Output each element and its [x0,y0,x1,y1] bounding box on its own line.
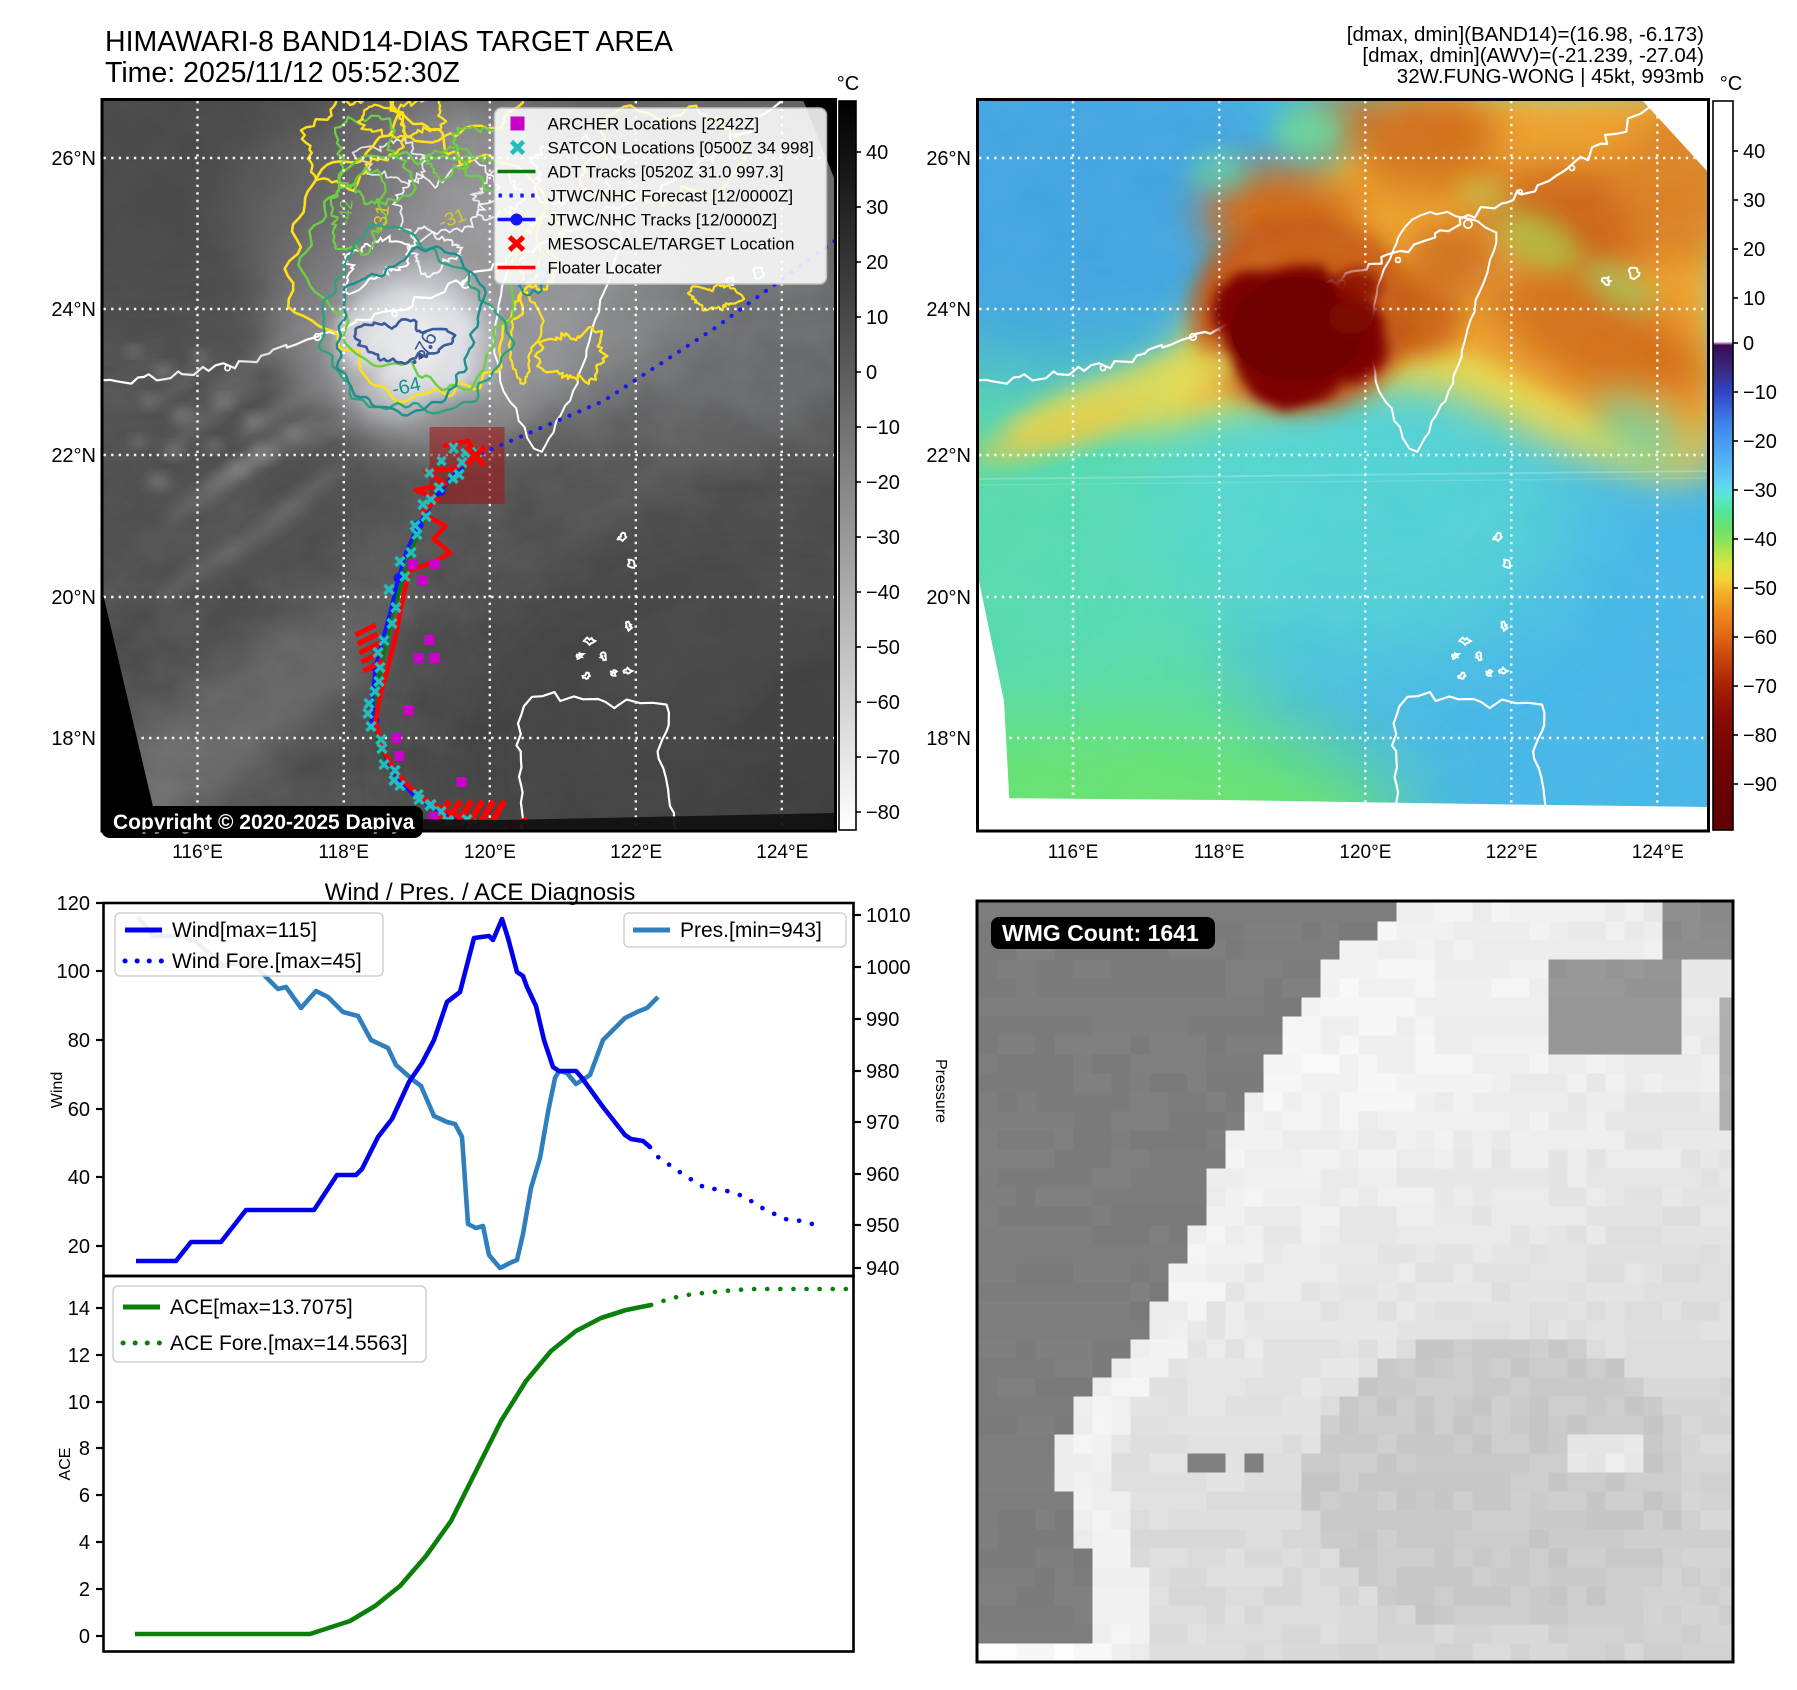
svg-text:-31: -31 [370,204,395,234]
svg-text:26°N: 26°N [51,148,96,170]
svg-text:ACE: ACE [57,1448,74,1481]
svg-text:Pressure: Pressure [932,1059,949,1123]
svg-text:950: 950 [866,1215,899,1237]
svg-text:22°N: 22°N [926,445,971,467]
svg-text:−20: −20 [1743,431,1777,453]
svg-text:ADT Tracks [0520Z 31.0 997.3]: ADT Tracks [0520Z 31.0 997.3] [548,163,784,182]
svg-text:−40: −40 [866,582,900,604]
svg-text:20°N: 20°N [926,587,971,609]
svg-text:120°E: 120°E [1339,842,1391,863]
svg-text:80: 80 [68,1030,90,1052]
svg-text:30: 30 [866,197,888,219]
svg-text:120°E: 120°E [464,842,516,863]
svg-text:122°E: 122°E [1486,842,1538,863]
svg-text:1010: 1010 [866,905,911,927]
svg-text:20: 20 [1743,239,1765,261]
svg-text:HIMAWARI-8 BAND14-DIAS TARGET: HIMAWARI-8 BAND14-DIAS TARGET AREA [105,26,673,58]
svg-text:40: 40 [866,142,888,164]
svg-text:124°E: 124°E [1632,842,1684,863]
svg-text:20°N: 20°N [51,587,96,609]
svg-text:−40: −40 [1743,529,1777,551]
svg-text:−20: −20 [866,472,900,494]
svg-text:MESOSCALE/TARGET Location: MESOSCALE/TARGET Location [548,235,795,254]
svg-text:Wind Fore.[max=45]: Wind Fore.[max=45] [172,950,362,973]
svg-text:JTWC/NHC Forecast [12/0000Z]: JTWC/NHC Forecast [12/0000Z] [548,187,794,206]
svg-text:116°E: 116°E [1048,842,1099,863]
svg-text:°C: °C [1720,73,1742,95]
svg-text:SATCON Locations [0500Z 34 998: SATCON Locations [0500Z 34 998] [548,139,814,158]
svg-text:8: 8 [79,1438,90,1460]
svg-text:124°E: 124°E [756,842,808,863]
svg-text:970: 970 [866,1112,899,1134]
svg-text:Pres.[min=943]: Pres.[min=943] [680,919,822,942]
svg-text:[dmax, dmin](BAND14)=(16.98, -: [dmax, dmin](BAND14)=(16.98, -6.173) [1347,23,1704,46]
svg-text:−70: −70 [1743,676,1777,698]
svg-text:−60: −60 [1743,627,1777,649]
svg-text:60: 60 [68,1099,90,1121]
svg-text:−30: −30 [866,527,900,549]
svg-text:JTWC/NHC Tracks [12/0000Z]: JTWC/NHC Tracks [12/0000Z] [548,211,778,230]
svg-text:°C: °C [837,73,859,95]
svg-text:−90: −90 [1743,774,1777,796]
svg-text:120: 120 [57,893,90,915]
svg-text:12: 12 [68,1345,90,1367]
svg-text:100: 100 [57,961,90,983]
svg-text:WMG Count: 1641: WMG Count: 1641 [1002,920,1199,946]
svg-text:−80: −80 [866,802,900,824]
svg-text:ARCHER Locations [2242Z]: ARCHER Locations [2242Z] [548,115,760,134]
svg-text:−60: −60 [866,692,900,714]
svg-text:20: 20 [68,1236,90,1258]
svg-text:24°N: 24°N [51,299,96,321]
svg-text:Floater Locater: Floater Locater [548,259,663,278]
svg-text:0: 0 [79,1626,90,1648]
svg-text:10: 10 [1743,288,1765,310]
svg-text:Time: 2025/11/12 05:52:30Z: Time: 2025/11/12 05:52:30Z [105,57,460,89]
svg-text:940: 940 [866,1258,899,1280]
svg-text:20: 20 [866,252,888,274]
svg-text:−70: −70 [866,747,900,769]
svg-text:Copyright © 2020-2025 Dapiya: Copyright © 2020-2025 Dapiya [113,811,415,834]
svg-text:ACE Fore.[max=14.5563]: ACE Fore.[max=14.5563] [170,1332,408,1355]
svg-text:ACE[max=13.7075]: ACE[max=13.7075] [170,1296,353,1319]
svg-text:−10: −10 [1743,382,1777,404]
svg-text:4: 4 [79,1532,90,1554]
svg-text:10: 10 [866,307,888,329]
svg-text:2: 2 [79,1579,90,1601]
svg-text:980: 980 [866,1061,899,1083]
svg-text:−50: −50 [866,637,900,659]
svg-text:1000: 1000 [866,957,911,979]
svg-text:26°N: 26°N [926,148,971,170]
svg-text:-42: -42 [335,199,357,227]
svg-text:14: 14 [68,1298,90,1320]
svg-text:0: 0 [1743,333,1754,355]
svg-text:−50: −50 [1743,578,1777,600]
svg-text:Wind[max=115]: Wind[max=115] [172,919,317,942]
svg-text:Wind / Pres. / ACE Diagnosis: Wind / Pres. / ACE Diagnosis [325,879,636,906]
svg-text:122°E: 122°E [610,842,662,863]
svg-text:−30: −30 [1743,480,1777,502]
svg-text:[dmax, dmin](AWV)=(-21.239, -2: [dmax, dmin](AWV)=(-21.239, -27.04) [1362,44,1704,67]
svg-text:−10: −10 [866,417,900,439]
svg-text:18°N: 18°N [51,728,96,750]
svg-text:118°E: 118°E [1194,842,1245,863]
svg-text:40: 40 [1743,141,1765,163]
svg-text:30: 30 [1743,190,1765,212]
svg-text:6: 6 [79,1485,90,1507]
svg-text:40: 40 [68,1167,90,1189]
svg-text:32W.FUNG-WONG | 45kt, 993mb: 32W.FUNG-WONG | 45kt, 993mb [1397,65,1704,88]
svg-text:−80: −80 [1743,725,1777,747]
svg-text:Wind: Wind [49,1072,66,1108]
svg-text:0: 0 [866,362,877,384]
svg-text:118°E: 118°E [318,842,369,863]
svg-text:18°N: 18°N [926,728,971,750]
svg-text:116°E: 116°E [172,842,223,863]
svg-text:960: 960 [866,1164,899,1186]
svg-text:10: 10 [68,1392,90,1414]
svg-text:990: 990 [866,1009,899,1031]
svg-text:22°N: 22°N [51,445,96,467]
svg-text:24°N: 24°N [926,299,971,321]
